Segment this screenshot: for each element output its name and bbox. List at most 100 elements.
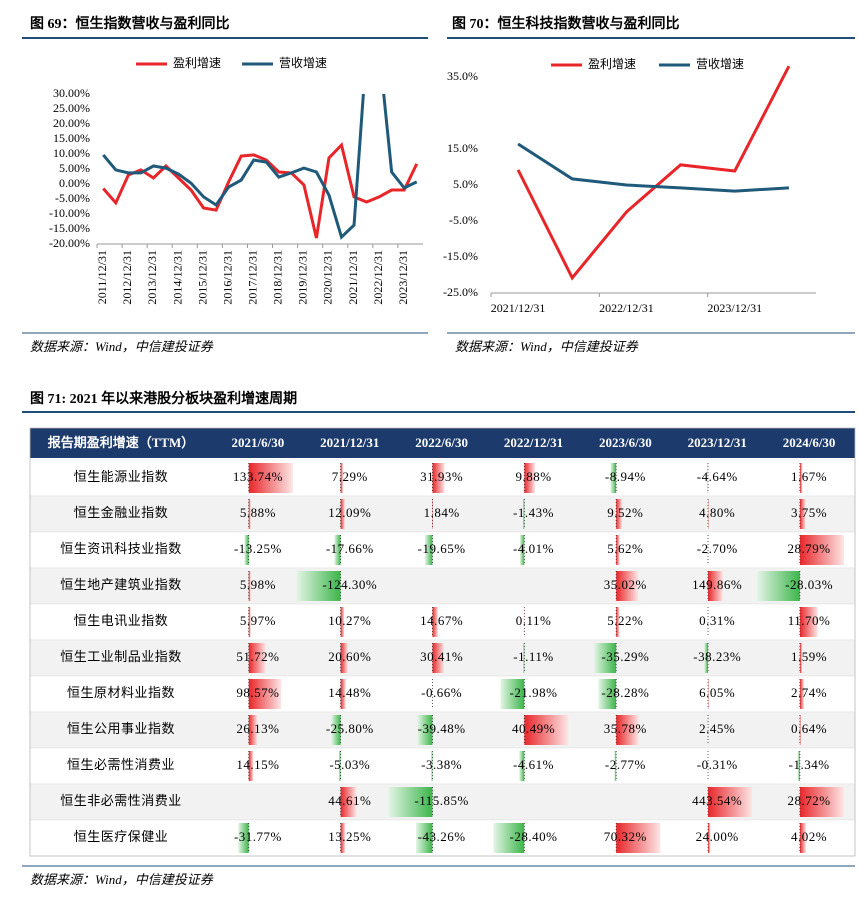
- cell-value: -3.38%: [421, 757, 462, 772]
- cell-value: -39.48%: [418, 721, 466, 736]
- data-bar: [616, 607, 620, 637]
- cell-value: -19.65%: [418, 541, 466, 556]
- x-tick-label: 2017/12/31: [245, 250, 259, 305]
- data-bar: [799, 679, 805, 709]
- row-label: 恒生公用事业指数: [67, 721, 175, 736]
- data-bar: [388, 787, 433, 817]
- cell-value: -0.31%: [697, 757, 738, 772]
- cell-value: -115.85%: [414, 793, 468, 808]
- cell-value: 10.27%: [328, 613, 371, 628]
- row-label: 恒生工业制品业指数: [60, 649, 182, 664]
- cell-value: 443.54%: [692, 793, 742, 808]
- x-tick-label: 2013/12/31: [145, 250, 159, 305]
- y-tick-label: -20.00%: [49, 236, 90, 250]
- data-bar: [500, 679, 525, 709]
- data-bar: [340, 499, 345, 529]
- line-series: [102, 142, 419, 239]
- y-tick-label: 5.00%: [59, 161, 90, 175]
- cell-value: -2.77%: [605, 757, 646, 772]
- cell-value: 4.02%: [791, 829, 827, 844]
- data-bar: [331, 715, 341, 745]
- x-tick-label: 2023/12/31: [707, 301, 762, 315]
- plot-area: [516, 65, 791, 281]
- data-bar: [415, 823, 433, 853]
- cell-value: 26.13%: [236, 721, 279, 736]
- cell-value: 14.48%: [328, 685, 371, 700]
- y-tick-label: -15.00%: [49, 221, 90, 235]
- source: 数据来源：Wind，中信建投证券: [30, 872, 214, 887]
- y-tick-label: -15.0%: [443, 249, 478, 263]
- table-header-bg: [30, 428, 855, 458]
- y-tick-label: 10.00%: [53, 146, 90, 160]
- cell-value: -25.80%: [326, 721, 374, 736]
- cell-value: 0.31%: [699, 613, 735, 628]
- data-bar: [248, 643, 266, 673]
- data-bar: [340, 463, 344, 493]
- header-cell: 2022/6/30: [415, 435, 468, 450]
- header-cell: 2021/6/30: [232, 435, 285, 450]
- y-tick-label: 0.00%: [59, 176, 90, 190]
- cell-value: -43.26%: [418, 829, 466, 844]
- data-bar: [616, 535, 620, 565]
- plot-area: [102, 94, 419, 240]
- cell-value: 3.75%: [791, 505, 827, 520]
- cell-value: 30.41%: [420, 649, 463, 664]
- x-tick-label: 2018/12/31: [271, 250, 285, 305]
- data-bar: [248, 715, 258, 745]
- source: 数据来源：Wind，中信建投证券: [30, 339, 214, 354]
- data-bar: [248, 463, 293, 493]
- row-label: 恒生电讯业指数: [74, 613, 169, 628]
- x-tick-label: 2022/12/31: [371, 250, 385, 305]
- data-bar: [614, 751, 617, 781]
- data-bar: [340, 643, 348, 673]
- table-row-bg: [29, 531, 856, 569]
- data-bar: [799, 463, 803, 493]
- cell-value: -28.28%: [601, 685, 649, 700]
- y-tick-label: -5.0%: [449, 213, 478, 227]
- cell-value: 9.52%: [607, 505, 643, 520]
- cell-value: 1.84%: [424, 505, 460, 520]
- data-bar: [799, 715, 801, 745]
- cell-value: -13.25%: [234, 541, 282, 556]
- data-bar: [799, 535, 844, 565]
- data-bar: [296, 571, 341, 601]
- cell-value: -31.77%: [234, 829, 282, 844]
- table-row-bg: [29, 747, 856, 785]
- data-bar: [340, 787, 357, 817]
- data-bar: [417, 715, 433, 745]
- data-bar: [432, 643, 445, 673]
- cell-value: 9.88%: [515, 469, 551, 484]
- cell-value: 28.79%: [788, 541, 831, 556]
- cell-value: -5.03%: [329, 757, 370, 772]
- y-tick-label: 20.00%: [53, 116, 90, 130]
- cell-value: -38.23%: [693, 649, 741, 664]
- data-bar: [616, 715, 639, 745]
- data-bar: [432, 607, 439, 637]
- y-tick-label: -25.0%: [443, 285, 478, 299]
- y-tick-label: -5.00%: [55, 191, 90, 205]
- cell-value: 24.00%: [696, 829, 739, 844]
- data-bar: [340, 679, 346, 709]
- data-bar: [248, 751, 254, 781]
- line-series: [102, 94, 418, 240]
- data-bar: [238, 823, 249, 853]
- cell-value: -4.64%: [697, 469, 738, 484]
- data-bar: [708, 823, 711, 853]
- cell-value: 51.72%: [236, 649, 279, 664]
- cell-value: -1.34%: [789, 757, 830, 772]
- cell-value: 1.59%: [791, 649, 827, 664]
- cell-value: -124.30%: [322, 577, 377, 592]
- cell-value: -21.98%: [510, 685, 558, 700]
- data-bar: [799, 607, 818, 637]
- y-tick-label: 30.00%: [53, 86, 90, 100]
- cell-value: 7.29%: [332, 469, 368, 484]
- data-bar: [799, 499, 806, 529]
- line-series: [517, 142, 790, 193]
- data-bar: [522, 499, 525, 529]
- data-bar: [756, 571, 800, 601]
- cell-value: 5.62%: [607, 541, 643, 556]
- x-tick-label: 2021/12/31: [346, 250, 360, 305]
- line-series: [516, 65, 791, 281]
- y-tick-label: 35.0%: [447, 69, 478, 83]
